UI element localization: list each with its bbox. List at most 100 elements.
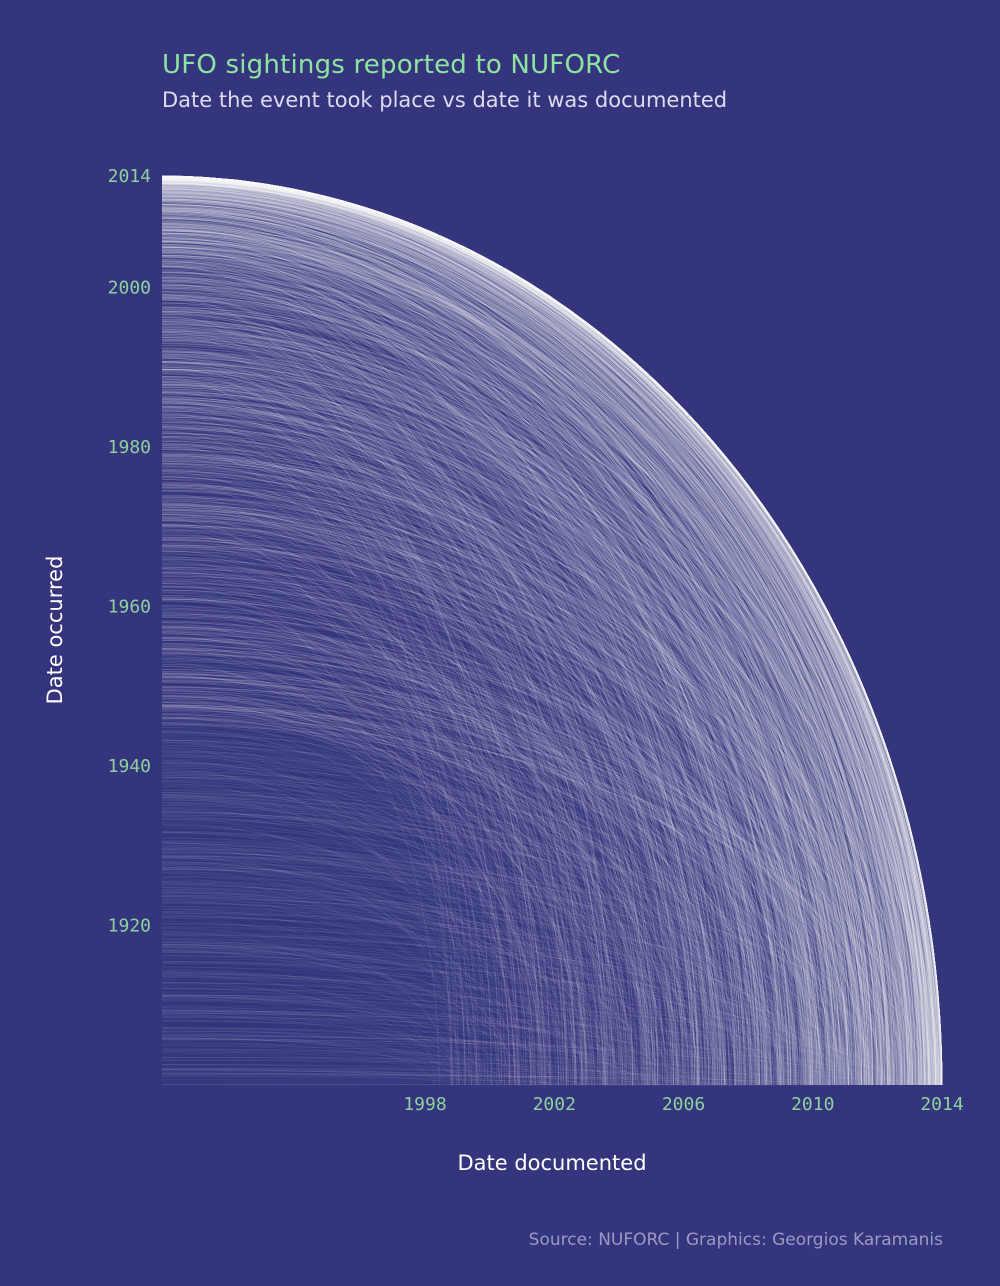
- sighting-arc: [161, 581, 807, 1086]
- sighting-arc: [161, 185, 918, 1086]
- sighting-arc: [161, 651, 714, 1086]
- sighting-arc: [161, 189, 902, 1086]
- sighting-arc: [161, 452, 893, 1086]
- sighting-arc: [161, 177, 943, 1086]
- sighting-arc: [161, 291, 789, 1086]
- sighting-arc: [161, 175, 943, 1086]
- sighting-arc: [161, 177, 943, 1086]
- sighting-arc: [161, 589, 686, 1086]
- sighting-arc: [161, 869, 748, 1086]
- sighting-arc: [161, 579, 587, 1086]
- sighting-arc: [161, 240, 866, 1086]
- sighting-arc: [161, 299, 832, 1086]
- sighting-arc: [161, 371, 877, 1086]
- sighting-arc: [161, 301, 941, 1086]
- sighting-arc: [161, 175, 943, 1086]
- sighting-arc: [161, 524, 743, 1086]
- sighting-arc: [161, 176, 943, 1086]
- sighting-arc: [161, 512, 842, 1086]
- sighting-arc: [161, 801, 862, 1086]
- sighting-arc: [161, 254, 761, 1086]
- sighting-arc: [161, 393, 921, 1086]
- sighting-arc: [161, 795, 517, 1086]
- sighting-arc: [161, 676, 752, 1086]
- sighting-arc: [161, 187, 894, 1086]
- sighting-arc: [161, 525, 921, 1086]
- sighting-arc: [161, 842, 579, 1086]
- sighting-arc: [161, 179, 934, 1086]
- sighting-arc: [161, 635, 537, 1086]
- sighting-arc: [161, 176, 941, 1086]
- sighting-arc: [161, 256, 765, 1086]
- sighting-arc: [161, 546, 861, 1086]
- sighting-arc: [161, 308, 915, 1086]
- sighting-arc: [161, 987, 491, 1086]
- sighting-arc: [161, 1048, 660, 1086]
- sighting-arc: [161, 470, 858, 1086]
- sighting-arc: [161, 515, 892, 1086]
- sighting-arc: [161, 299, 940, 1086]
- sighting-arc: [161, 192, 888, 1086]
- sighting-arc: [161, 175, 943, 1086]
- sighting-arc: [161, 544, 577, 1086]
- sighting-arc: [161, 276, 759, 1086]
- sighting-arc: [161, 288, 837, 1086]
- sighting-arc: [161, 315, 810, 1086]
- sighting-arc: [161, 469, 913, 1086]
- sighting-arc: [161, 175, 943, 1086]
- sighting-arc: [161, 632, 569, 1086]
- sighting-arc: [161, 176, 943, 1086]
- sighting-arc: [161, 176, 943, 1086]
- sighting-arc: [161, 178, 935, 1086]
- sighting-arc: [161, 184, 916, 1086]
- sighting-arc: [161, 256, 692, 1086]
- sighting-arc: [161, 183, 918, 1086]
- sighting-arc: [161, 698, 845, 1086]
- sighting-arc: [161, 402, 710, 1086]
- sighting-arc: [161, 1038, 593, 1086]
- sighting-arc: [161, 1015, 494, 1086]
- sighting-arc: [161, 176, 943, 1086]
- sighting-arc: [161, 626, 774, 1086]
- sighting-arc: [161, 210, 912, 1086]
- sighting-arc: [161, 176, 941, 1086]
- sighting-arc: [161, 179, 941, 1086]
- sighting-arc: [161, 896, 787, 1086]
- sighting-arc: [161, 182, 921, 1086]
- sighting-arc: [161, 177, 943, 1086]
- sighting-arc: [161, 183, 913, 1086]
- sighting-arc: [161, 177, 943, 1086]
- sighting-arc: [161, 225, 924, 1086]
- sighting-arc: [161, 176, 943, 1086]
- sighting-arc: [161, 199, 887, 1086]
- sighting-arc: [161, 189, 931, 1086]
- sighting-arc: [161, 279, 700, 1086]
- sighting-arc: [161, 941, 837, 1086]
- sighting-arc: [161, 509, 940, 1086]
- sighting-arc: [161, 426, 567, 1086]
- sighting-arc: [161, 429, 905, 1086]
- sighting-arc: [161, 1013, 892, 1086]
- sighting-arc: [161, 389, 869, 1086]
- sighting-arc: [161, 767, 693, 1086]
- sighting-arc: [161, 785, 872, 1086]
- sighting-arc: [161, 570, 788, 1086]
- sighting-arc: [161, 579, 829, 1086]
- sighting-arc: [161, 732, 642, 1086]
- sighting-arc: [161, 558, 605, 1086]
- sighting-arc: [161, 901, 655, 1086]
- sighting-arc: [161, 495, 866, 1086]
- sighting-arc: [161, 676, 633, 1086]
- sighting-arc: [161, 399, 687, 1086]
- sighting-arc: [161, 208, 910, 1086]
- sighting-arc: [161, 351, 862, 1086]
- sighting-arc: [161, 176, 941, 1086]
- sighting-arc: [161, 180, 937, 1086]
- sighting-arc: [161, 220, 938, 1086]
- sighting-arc: [161, 951, 542, 1086]
- sighting-arc: [161, 175, 943, 1086]
- sighting-arc: [161, 296, 860, 1086]
- sighting-arc: [161, 176, 942, 1086]
- sighting-arc: [161, 196, 925, 1086]
- sighting-arc: [161, 947, 728, 1086]
